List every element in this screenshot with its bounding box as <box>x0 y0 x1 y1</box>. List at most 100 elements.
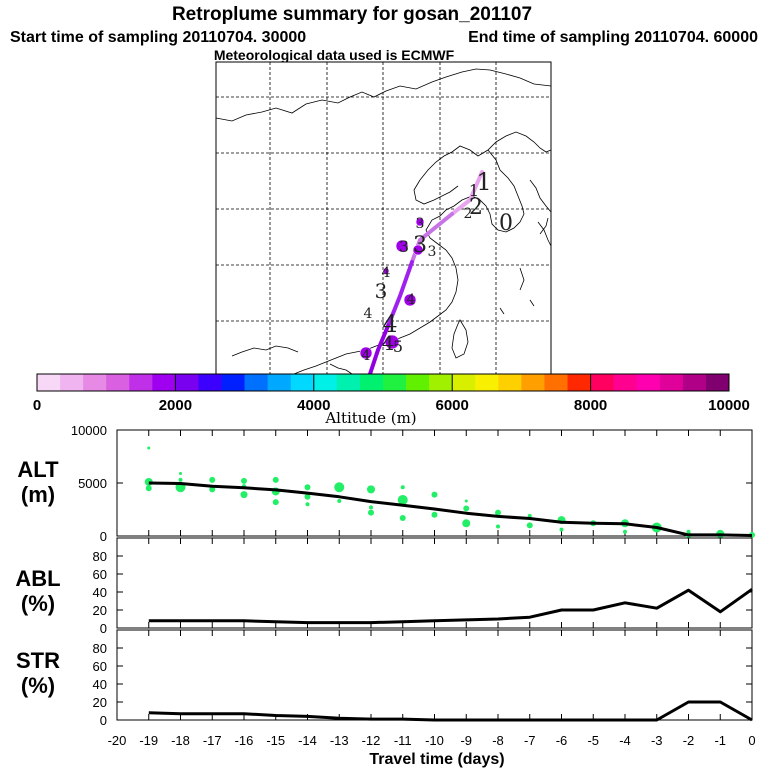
day-marker: 2 <box>469 195 483 220</box>
scatter-point <box>495 509 501 516</box>
map-frame <box>215 61 552 375</box>
scatter-point <box>209 486 216 493</box>
colorbar-cell <box>636 374 661 391</box>
day-marker: 3 <box>399 237 409 256</box>
day-marker: 3 <box>416 216 425 232</box>
colorbar-cell <box>544 374 568 391</box>
colorbar-cell <box>313 374 338 391</box>
colorbar-cell <box>106 374 130 391</box>
scatter-point <box>369 505 373 510</box>
colorbar-cell <box>267 374 292 391</box>
x-tick-label: -14 <box>298 733 317 748</box>
x-tick-label: -7 <box>524 733 536 748</box>
map-coastlines <box>215 68 552 375</box>
scatter-point <box>431 491 438 498</box>
y-tick-label: 20 <box>93 695 107 710</box>
scatter-point <box>147 446 151 450</box>
colorbar-cell <box>152 374 176 391</box>
day-marker: 1 <box>469 181 479 200</box>
plume-blob <box>384 334 400 350</box>
panel-str: STR(%) 80 60 40 20 0 <box>16 629 753 728</box>
plume-blob <box>395 239 409 253</box>
figure-title: Retroplume summary for gosan_201107 <box>172 4 532 25</box>
colorbar-cell <box>198 374 222 391</box>
colorbar-cell <box>221 374 245 391</box>
y-tick-label: 5000 <box>78 476 107 491</box>
panel-name: ABL <box>15 566 60 591</box>
y-tick-label: 0 <box>100 713 107 728</box>
colorbar-tick-label: 0 <box>33 397 41 414</box>
panel-name: ALT <box>17 457 59 482</box>
plume-blob <box>403 293 417 307</box>
scatter-point <box>304 493 311 500</box>
x-tick-label: -8 <box>492 733 504 748</box>
colorbar-cell <box>590 374 614 391</box>
colorbar-cell <box>336 374 361 391</box>
colorbar-cell <box>659 374 684 391</box>
scatter-point <box>145 485 152 492</box>
x-tick-label: -13 <box>330 733 349 748</box>
trajectory-path <box>368 170 484 376</box>
scatter-point <box>272 499 279 506</box>
map-graticule <box>216 62 551 374</box>
day-marker: 3 <box>413 233 427 258</box>
scatter-point <box>272 476 279 483</box>
y-tick-label: 0 <box>100 621 107 636</box>
panel-frame <box>116 629 753 721</box>
x-tick-label: -19 <box>139 733 158 748</box>
scatter-point <box>462 519 471 528</box>
colorbar-cell <box>129 374 153 391</box>
x-tick-label: -15 <box>266 733 285 748</box>
colorbar-cell <box>429 374 453 391</box>
trajectory-segment-mid <box>410 212 454 264</box>
scatter-point <box>397 494 408 505</box>
end-time-label: End time of sampling 20110704. 60000 <box>468 29 758 46</box>
panel-unit: (%) <box>21 673 55 698</box>
y-tick-label: 40 <box>93 677 107 692</box>
y-tick-label: 80 <box>93 641 107 656</box>
scatter-point <box>559 527 564 532</box>
colorbar-cell <box>475 374 499 391</box>
panel-frame <box>116 537 753 629</box>
y-tick-label: 60 <box>93 659 107 674</box>
start-time-label: Start time of sampling 20110704. 30000 <box>10 29 306 46</box>
day-marker: 3 <box>375 279 388 303</box>
day-marker: 3 <box>428 244 437 260</box>
colorbar-cell <box>406 374 430 391</box>
colorbar-cell <box>498 374 522 391</box>
scatter-point <box>178 477 183 482</box>
x-tick-label: -9 <box>460 733 472 748</box>
day-marker: 4 <box>382 265 391 281</box>
x-tick-label: -3 <box>651 733 663 748</box>
x-tick-label: -10 <box>425 733 444 748</box>
colorbar-cell <box>567 374 591 391</box>
scatter-point <box>305 502 310 507</box>
colorbar-tick-label: 10000 <box>708 397 750 414</box>
series-line-abl <box>148 588 753 625</box>
colorbar-tick-label: 2000 <box>159 397 192 414</box>
scatter-point <box>623 529 627 534</box>
x-axis: -20 -19 -18 -17 -16 -15 -14 -13 -12 -11 -10 -9 -8 -7-… <box>108 733 756 748</box>
scatter-point <box>304 484 311 491</box>
x-tick-label: -16 <box>235 733 254 748</box>
x-tick-label: -5 <box>587 733 599 748</box>
colorbar-label: Altitude (m) <box>324 409 416 427</box>
colorbar-cell <box>613 374 638 391</box>
colorbar-cell <box>383 374 407 391</box>
day-marker: 4 <box>382 331 395 355</box>
x-tick-label: -18 <box>171 733 190 748</box>
plume-blobs <box>359 217 425 360</box>
day-marker: 4 <box>364 306 373 322</box>
day-marker: 1 <box>476 168 491 196</box>
colorbar-cell <box>290 374 315 391</box>
x-tick-label: -4 <box>619 733 631 748</box>
trajectory-segment-bottom <box>368 324 390 376</box>
scatter-point <box>240 491 248 499</box>
scatter-point <box>496 524 500 529</box>
x-tick-label: 0 <box>748 733 755 748</box>
day-marker: 4 <box>407 292 416 308</box>
scatter-point <box>464 499 468 503</box>
altitude-colorbar: 0 2000 4000 6000 8000 10000 Altitude (m) <box>33 373 750 427</box>
panel-frame <box>116 429 753 537</box>
colorbar-cell <box>705 374 730 391</box>
